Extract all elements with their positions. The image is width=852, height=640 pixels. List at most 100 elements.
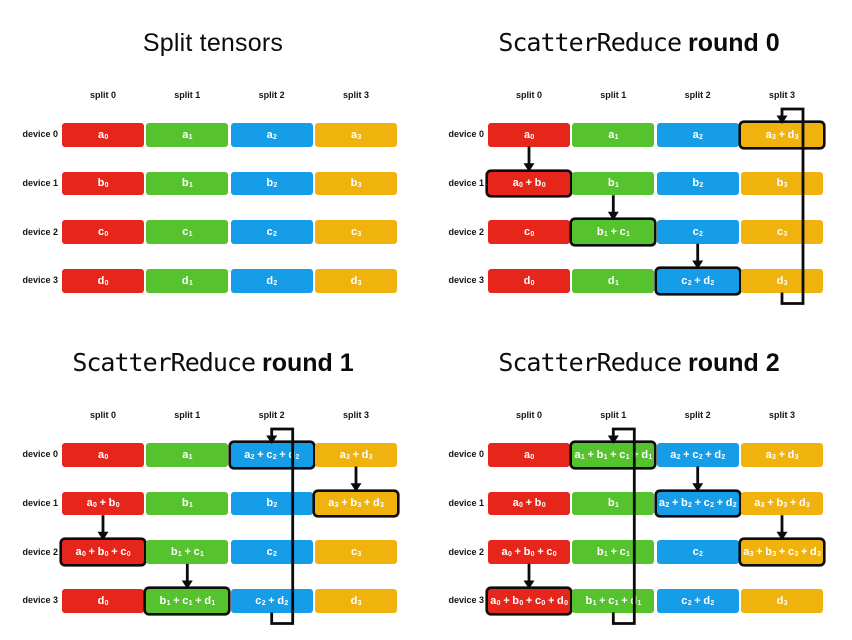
cell-device-3-split-0: d0 bbox=[488, 269, 570, 293]
arrowhead-icon bbox=[776, 531, 788, 541]
cell-value: c3 bbox=[350, 546, 362, 559]
subscript-digit: 3 bbox=[772, 453, 776, 461]
cell-device-0-split-0: a0 bbox=[62, 443, 144, 467]
cell-device-0-split-3: a3 + d3 bbox=[741, 443, 823, 467]
subscript-digit: 0 bbox=[530, 453, 535, 461]
cell-device-0-split-2: a2 + c2 + d2 bbox=[230, 443, 313, 467]
subscript-digit: 0 bbox=[104, 551, 109, 559]
panel-round-2: ScatterReduce round 2 split 0 split 1 split … bbox=[426, 320, 852, 640]
subscript-digit: 3 bbox=[772, 551, 777, 559]
subscript-digit: 2 bbox=[710, 279, 715, 287]
cell-device-0-split-1: a1 + b1 + c1 + d1 bbox=[572, 443, 655, 467]
cell-value: c1 bbox=[182, 226, 193, 239]
column-header-split-0: split 0 bbox=[89, 410, 117, 420]
subscript-digit: 1 bbox=[637, 599, 642, 607]
cell-device-2-split-0: c0 bbox=[62, 220, 144, 244]
subscript-digit: 2 bbox=[699, 231, 703, 239]
transfer-arrow bbox=[607, 195, 619, 221]
subscript-digit: 2 bbox=[273, 231, 277, 239]
column-header-split-0: split 0 bbox=[89, 90, 117, 100]
transfer-arrow bbox=[523, 563, 535, 589]
panel-title-main: round 0 bbox=[688, 29, 780, 57]
row-label-device-1: device 1 bbox=[448, 497, 484, 508]
subscript-digit: 3 bbox=[772, 133, 776, 141]
row-label-device-2: device 2 bbox=[22, 226, 58, 237]
column-header-split-2: split 2 bbox=[684, 90, 711, 100]
cell-value: d0 bbox=[523, 274, 535, 287]
cell-device-1-split-0: a0 + b0 bbox=[488, 171, 570, 196]
cell-device-3-split-0: d0 bbox=[62, 269, 144, 293]
row-label-device-1: device 1 bbox=[22, 177, 58, 188]
subscript-digit: 2 bbox=[676, 453, 681, 461]
subscript-digit: 0 bbox=[126, 551, 131, 559]
subscript-digit: 0 bbox=[552, 551, 557, 559]
cell-device-0-split-2: a2 bbox=[230, 123, 313, 147]
panel-title-code: ScatterReduce bbox=[72, 348, 256, 377]
subscript-digit: 2 bbox=[250, 453, 255, 461]
subscript-digit: 0 bbox=[530, 551, 535, 559]
cell-value: a0 + b0 bbox=[512, 497, 546, 510]
cell-device-0-split-0: a0 bbox=[488, 123, 570, 147]
subscript-digit: 0 bbox=[104, 182, 109, 190]
subscript-digit: 1 bbox=[648, 453, 653, 461]
subscript-digit: 2 bbox=[688, 502, 692, 510]
cell-device-1-split-3: a3 + b3 + d3 bbox=[741, 491, 823, 516]
cell-value: a1 + b1 + c1 + d1 bbox=[574, 448, 653, 461]
cell-device-0-split-0: a0 bbox=[488, 443, 570, 467]
subscript-digit: 1 bbox=[188, 279, 193, 287]
cell-device-1-split-1: b1 bbox=[146, 171, 229, 196]
cell-device-3-split-1: d1 bbox=[146, 269, 229, 293]
panel-round-0: ScatterReduce round 0 split 0 split 1 split … bbox=[426, 0, 852, 320]
cell-value: b1 + c1 + d1 bbox=[585, 594, 642, 607]
cell-value: d3 bbox=[350, 594, 362, 607]
subscript-digit: 2 bbox=[699, 133, 703, 141]
subscript-digit: 2 bbox=[699, 551, 703, 559]
subscript-digit: 3 bbox=[783, 279, 788, 287]
subscript-digit: 3 bbox=[783, 231, 788, 239]
cell-value: a0 + b0 bbox=[512, 177, 546, 190]
row-label-device-3: device 3 bbox=[22, 275, 58, 286]
subscript-digit: 0 bbox=[507, 551, 512, 559]
subscript-digit: 0 bbox=[104, 279, 109, 287]
row-label-device-0: device 0 bbox=[22, 129, 58, 140]
cell-value: a0 bbox=[97, 448, 109, 461]
cell-device-3-split-2: c2 + d2 bbox=[656, 589, 739, 613]
cell-device-3-split-0: d0 bbox=[62, 589, 144, 613]
cell-device-0-split-1: a1 bbox=[572, 123, 655, 147]
cell-device-3-split-1: b1 + c1 + d1 bbox=[146, 589, 229, 613]
cell-device-3-split-2: d2 bbox=[230, 269, 313, 293]
cell-value: a3 + d3 bbox=[765, 448, 799, 461]
cell-value: a0 bbox=[523, 448, 535, 461]
row-label-device-3: device 3 bbox=[448, 595, 484, 606]
arrowhead-icon bbox=[607, 211, 619, 221]
subscript-digit: 1 bbox=[614, 133, 619, 141]
subscript-digit: 1 bbox=[625, 453, 630, 461]
cell-value: b1 + c1 bbox=[596, 546, 630, 559]
cell-value: a0 bbox=[97, 128, 109, 141]
cell-value: a0 + b0 + c0 bbox=[75, 546, 131, 559]
subscript-digit: 2 bbox=[687, 599, 692, 607]
cell-value: a3 + b3 + d3 bbox=[754, 497, 810, 510]
cell-device-2-split-2: c2 bbox=[656, 540, 739, 564]
subscript-digit: 0 bbox=[519, 182, 523, 190]
subscript-digit: 1 bbox=[614, 182, 619, 190]
cell-value: c2 + d2 bbox=[255, 594, 289, 607]
subscript-digit: 1 bbox=[188, 599, 193, 607]
cell-device-1-split-1: b1 bbox=[572, 171, 655, 196]
cell-value: d3 bbox=[350, 274, 362, 287]
cell-value: a2 bbox=[692, 128, 703, 141]
subscript-digit: 3 bbox=[380, 502, 384, 510]
cell-value: a0 + b0 + c0 + d0 bbox=[490, 594, 568, 607]
cell-device-1-split-2: b2 bbox=[656, 171, 739, 196]
subscript-digit: 0 bbox=[104, 599, 109, 607]
subscript-digit: 1 bbox=[614, 502, 619, 510]
cell-value: b3 bbox=[350, 177, 362, 190]
subscript-digit: 3 bbox=[368, 453, 373, 461]
subscript-digit: 0 bbox=[115, 502, 120, 510]
cell-device-2-split-2: c2 bbox=[230, 540, 313, 564]
cell-value: c2 + d2 bbox=[681, 274, 715, 287]
row-label-device-0: device 0 bbox=[22, 449, 58, 460]
cell-value: a2 + c2 + d2 bbox=[670, 448, 726, 461]
column-header-split-0: split 0 bbox=[515, 90, 543, 100]
